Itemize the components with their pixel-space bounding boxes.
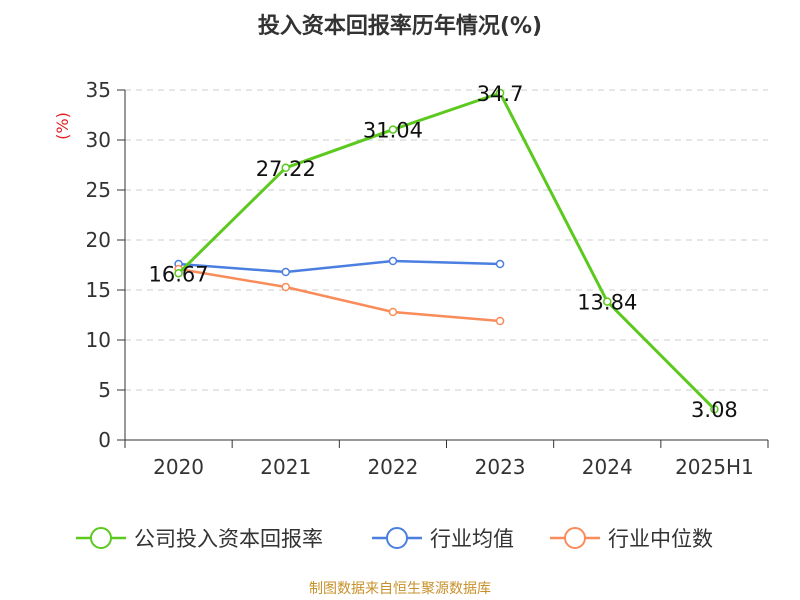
grid-lines (125, 89, 768, 391)
data-point (388, 307, 398, 317)
legend-label: 公司投入资本回报率 (134, 527, 323, 551)
legend-marker (386, 527, 408, 549)
data-label: 27.22 (256, 157, 316, 181)
series-line-1 (178, 259, 501, 274)
y-axis-label: (%) (53, 112, 72, 140)
x-tick-label: 2021 (260, 455, 311, 479)
x-tick-label: 2025H1 (675, 455, 754, 479)
legend-marker (90, 527, 112, 549)
data-labels: 16.67 27.22 31.04 34.7 13.84 3.08 (149, 82, 738, 422)
data-point (281, 267, 290, 277)
x-tick-label: 2023 (475, 455, 526, 479)
legend: 公司投入资本回报率 行业均值 行业中位数 (76, 527, 713, 551)
y-tick-label: 20 (86, 228, 111, 252)
x-tick-label: 2024 (582, 455, 633, 479)
data-label: 13.84 (577, 291, 637, 315)
x-tick-label: 2020 (153, 455, 204, 479)
data-label: 31.04 (363, 119, 423, 143)
data-point (495, 316, 505, 326)
y-tick-label: 10 (86, 328, 111, 352)
legend-marker (564, 527, 586, 549)
data-label: 3.08 (691, 398, 738, 422)
source-note: 制图数据来自恒生聚源数据库 (309, 581, 491, 597)
series-line-0 (177, 91, 716, 411)
x-axis-ticks: 2020 2021 2022 2023 2024 2025H1 (124, 440, 769, 479)
data-point (603, 297, 612, 306)
y-axis-ticks: 0 5 10 15 20 25 30 35 (86, 78, 125, 452)
data-point (388, 125, 398, 134)
y-tick-label: 25 (86, 178, 111, 202)
data-point (710, 404, 719, 414)
series-lines (174, 88, 719, 414)
data-point (495, 259, 505, 269)
series-line-2 (178, 267, 501, 323)
data-point (388, 256, 398, 266)
y-tick-label: 15 (86, 278, 111, 302)
data-label: 34.7 (477, 82, 524, 106)
data-point (281, 282, 290, 292)
y-tick-label: 35 (86, 78, 111, 102)
chart-title: 投入资本回报率历年情况(%) (257, 14, 543, 39)
y-tick-label: 0 (98, 428, 111, 452)
data-label: 16.67 (149, 262, 209, 286)
data-point (281, 163, 290, 173)
legend-label: 行业均值 (430, 527, 514, 551)
x-tick-label: 2022 (367, 455, 418, 479)
legend-label: 行业中位数 (608, 527, 713, 551)
data-point (174, 269, 183, 278)
data-point (495, 88, 505, 98)
y-tick-label: 30 (86, 128, 111, 152)
y-tick-label: 5 (98, 378, 111, 402)
